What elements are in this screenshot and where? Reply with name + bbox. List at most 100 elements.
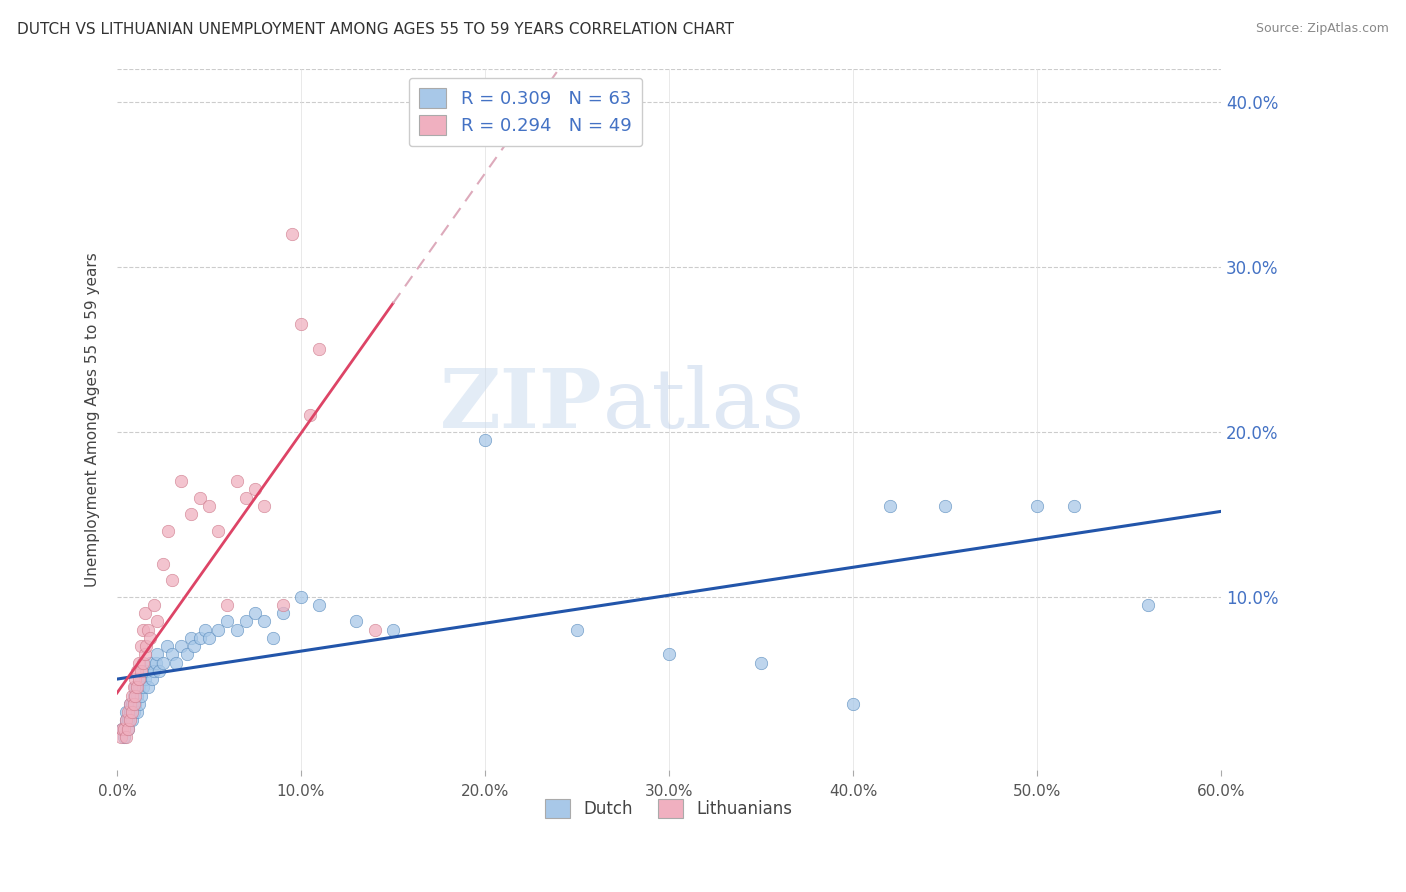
Y-axis label: Unemployment Among Ages 55 to 59 years: Unemployment Among Ages 55 to 59 years	[86, 252, 100, 587]
Point	[281, 227, 304, 241]
Point	[134, 672, 156, 686]
Point	[117, 722, 139, 736]
Point	[139, 631, 162, 645]
Point	[152, 656, 174, 670]
Point	[188, 491, 211, 505]
Point	[165, 656, 187, 670]
Point	[344, 615, 367, 629]
Point	[382, 623, 405, 637]
Point	[290, 590, 312, 604]
Point	[207, 524, 229, 538]
Point	[122, 697, 145, 711]
Point	[118, 705, 141, 719]
Point	[118, 714, 141, 728]
Point	[156, 639, 179, 653]
Point	[474, 433, 496, 447]
Point	[132, 623, 155, 637]
Point	[124, 681, 146, 695]
Point	[658, 648, 681, 662]
Point	[146, 615, 169, 629]
Point	[118, 697, 141, 711]
Point	[115, 714, 138, 728]
Point	[134, 648, 156, 662]
Text: ZIP: ZIP	[440, 365, 603, 445]
Point	[128, 697, 150, 711]
Point	[188, 631, 211, 645]
Point	[1063, 499, 1085, 513]
Point	[121, 705, 143, 719]
Point	[253, 499, 276, 513]
Point	[128, 672, 150, 686]
Point	[290, 318, 312, 332]
Point	[148, 664, 170, 678]
Point	[127, 705, 149, 719]
Point	[121, 697, 143, 711]
Point	[170, 474, 193, 488]
Point	[253, 615, 276, 629]
Point	[749, 656, 772, 670]
Point	[128, 656, 150, 670]
Point	[308, 342, 330, 356]
Point	[235, 615, 257, 629]
Point	[157, 524, 180, 538]
Point	[111, 722, 134, 736]
Point	[308, 598, 330, 612]
Point	[225, 474, 247, 488]
Point	[127, 681, 149, 695]
Point	[146, 648, 169, 662]
Text: atlas: atlas	[603, 365, 806, 445]
Point	[122, 705, 145, 719]
Point	[128, 681, 150, 695]
Point	[129, 664, 152, 678]
Point	[121, 689, 143, 703]
Point	[115, 705, 138, 719]
Point	[117, 705, 139, 719]
Point	[117, 714, 139, 728]
Point	[1026, 499, 1049, 513]
Point	[124, 672, 146, 686]
Point	[170, 639, 193, 653]
Point	[110, 730, 132, 744]
Point	[124, 689, 146, 703]
Legend: Dutch, Lithuanians: Dutch, Lithuanians	[538, 793, 800, 825]
Point	[152, 557, 174, 571]
Point	[132, 656, 155, 670]
Point	[565, 623, 588, 637]
Point	[129, 689, 152, 703]
Point	[112, 730, 135, 744]
Point	[136, 681, 159, 695]
Point	[132, 681, 155, 695]
Point	[160, 573, 183, 587]
Point	[271, 598, 294, 612]
Point	[198, 499, 221, 513]
Point	[127, 664, 149, 678]
Point	[135, 664, 157, 678]
Point	[217, 598, 239, 612]
Point	[160, 648, 183, 662]
Point	[243, 483, 266, 497]
Point	[124, 697, 146, 711]
Point	[136, 623, 159, 637]
Point	[176, 648, 198, 662]
Point	[271, 606, 294, 620]
Point	[243, 606, 266, 620]
Point	[225, 623, 247, 637]
Point	[299, 408, 322, 422]
Point	[198, 631, 221, 645]
Point	[127, 689, 149, 703]
Point	[115, 714, 138, 728]
Point	[134, 606, 156, 620]
Point	[363, 623, 385, 637]
Point	[180, 507, 202, 521]
Point	[117, 722, 139, 736]
Point	[1136, 598, 1159, 612]
Point	[262, 631, 284, 645]
Point	[111, 722, 134, 736]
Point	[129, 639, 152, 653]
Point	[879, 499, 901, 513]
Point	[194, 623, 217, 637]
Point	[139, 656, 162, 670]
Point	[142, 598, 165, 612]
Point	[207, 623, 229, 637]
Point	[934, 499, 956, 513]
